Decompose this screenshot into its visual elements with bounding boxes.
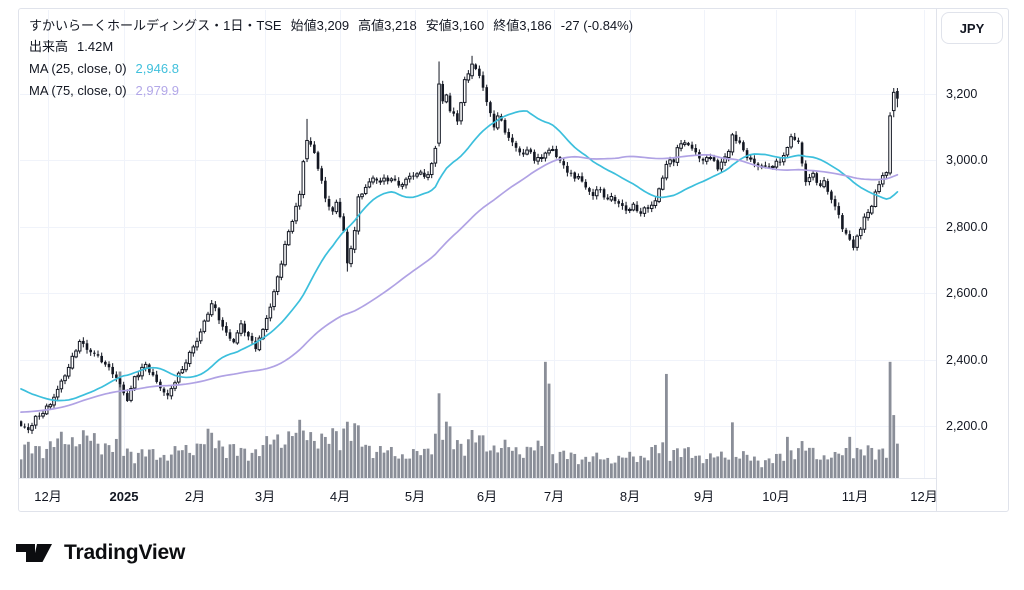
time-tick-label: 5月 [404, 489, 426, 504]
ma75-label: MA (75, close, 0) [29, 82, 127, 98]
time-tick-label: 12月 [34, 489, 62, 504]
price-tick-label: 2,400.0 [946, 352, 988, 367]
time-tick-label: 11月 [841, 489, 869, 504]
price-tick-label: 3,200 [946, 87, 978, 101]
volume-value: 1.42M [77, 39, 114, 54]
ohlc-open: 始値3,209 [290, 18, 350, 33]
price-chart-canvas[interactable] [20, 10, 936, 478]
ohlc-change: -27 (-0.84%) [560, 18, 634, 33]
volume-label: 出来高 [29, 39, 69, 54]
time-scale[interactable]: 12月 2025 2月 3月 4月 5月 6月 7月 8月 9月 10月 11月 12月 [19, 479, 938, 512]
ma75-value: 2,979.9 [135, 82, 179, 98]
volume-row[interactable]: 出来高 1.42M [29, 36, 633, 57]
price-tick-label: 2,600.0 [946, 286, 988, 301]
time-tick-label: 12月 [910, 489, 938, 504]
tradingview-logo-text: TradingView [64, 541, 186, 564]
time-tick-label: 9月 [693, 489, 715, 504]
chart-legend: すかいらーくホールディングス・1日・TSE 始値3,209 高値3,218 安値… [29, 15, 633, 101]
price-scale[interactable]: 3,200 3,000.0 2,800.0 2,600.0 2,400.0 2,200.0 [937, 9, 1009, 478]
time-tick-label: 10月 [762, 489, 790, 504]
time-tick-label: 3月 [254, 489, 276, 504]
currency-button[interactable]: JPY [941, 12, 1003, 44]
tradingview-logo-icon [16, 544, 52, 562]
price-scale-separator [936, 9, 937, 511]
chart-widget: すかいらーくホールディングス・1日・TSE 始値3,209 高値3,218 安値… [18, 8, 1009, 512]
ohlc-high: 高値3,218 [358, 18, 417, 33]
symbol-title: すかいらーくホールディングス・1日・TSE [29, 18, 282, 33]
ma25-row[interactable]: MA (25, close, 0) 2,946.8 [29, 57, 633, 79]
ohlc-close: 終値3,186 [493, 18, 552, 33]
time-tick-label: 8月 [619, 489, 641, 504]
tradingview-branding[interactable]: TradingView [15, 541, 185, 565]
ohlc-low: 安値3,160 [425, 18, 485, 33]
time-tick-label: 7月 [543, 489, 565, 504]
ma25-value: 2,946.8 [135, 60, 179, 76]
price-tick-label: 3,000.0 [946, 153, 988, 168]
price-tick-label: 2,800.0 [946, 219, 988, 234]
time-scale-separator [19, 478, 936, 479]
price-tick-label: 2,200.0 [946, 418, 988, 433]
time-tick-label: 2025 [109, 489, 139, 504]
ma25-label: MA (25, close, 0) [29, 60, 127, 76]
symbol-ohlc-row[interactable]: すかいらーくホールディングス・1日・TSE 始値3,209 高値3,218 安値… [29, 15, 633, 36]
time-tick-label: 4月 [329, 489, 351, 504]
ma75-row[interactable]: MA (75, close, 0) 2,979.9 [29, 79, 633, 101]
time-tick-label: 2月 [184, 489, 206, 504]
time-tick-label: 6月 [476, 489, 498, 504]
